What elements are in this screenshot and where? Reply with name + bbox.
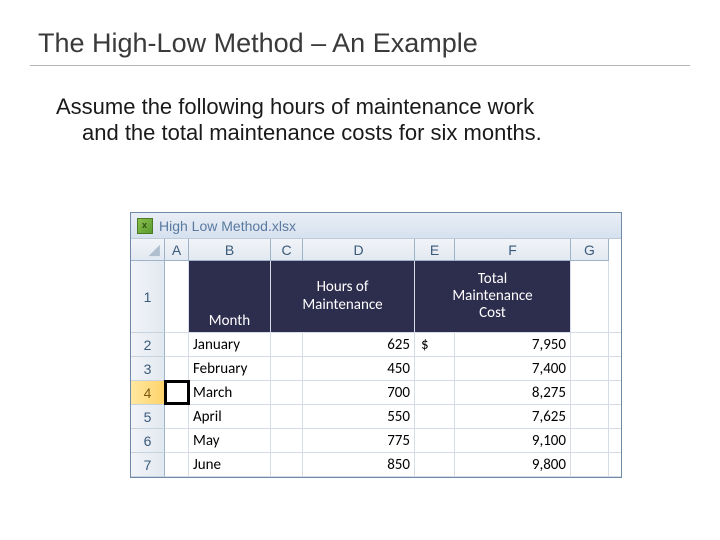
cell-A5[interactable] xyxy=(165,405,189,428)
row-header-7[interactable]: 7 xyxy=(131,453,165,477)
cell-C5[interactable] xyxy=(271,405,303,428)
cell-E7[interactable] xyxy=(415,453,455,476)
cell-hours-2[interactable]: 625 xyxy=(303,333,415,356)
cell-cost-4[interactable]: 8,275 xyxy=(455,381,571,404)
cell-cost-5[interactable]: 7,625 xyxy=(455,405,571,428)
cell-hours-6[interactable]: 775 xyxy=(303,429,415,452)
column-header-G[interactable]: G xyxy=(571,239,609,261)
cell-cost-3[interactable]: 7,400 xyxy=(455,357,571,380)
cell-A2[interactable] xyxy=(165,333,189,356)
table-row: April 550 7,625 xyxy=(165,405,621,429)
column-header-F[interactable]: F xyxy=(455,239,571,261)
cell-grid: MonthHours ofMaintenanceTotalMaintenance… xyxy=(165,261,621,477)
row-header-5[interactable]: 5 xyxy=(131,405,165,429)
column-headers: ABCDEFG xyxy=(165,239,621,261)
cell-C3[interactable] xyxy=(271,357,303,380)
cell-E2[interactable]: $ xyxy=(415,333,455,356)
body-line-2: and the total maintenance costs for six … xyxy=(56,120,670,146)
cell-cost-7[interactable]: 9,800 xyxy=(455,453,571,476)
cell-G7[interactable] xyxy=(571,453,609,476)
header-month[interactable]: Month xyxy=(189,261,271,332)
cell-E5[interactable] xyxy=(415,405,455,428)
cell-G2[interactable] xyxy=(571,333,609,356)
cell-G3[interactable] xyxy=(571,357,609,380)
cell-E4[interactable] xyxy=(415,381,455,404)
slide-body: Assume the following hours of maintenanc… xyxy=(0,66,720,146)
excel-filename: High Low Method.xlsx xyxy=(159,218,296,234)
cell-A3[interactable] xyxy=(165,357,189,380)
excel-window: High Low Method.xlsx ABCDEFG 1234567 Mon… xyxy=(130,212,622,478)
table-row: February 450 7,400 xyxy=(165,357,621,381)
table-row: May 775 9,100 xyxy=(165,429,621,453)
column-header-A[interactable]: A xyxy=(165,239,189,261)
column-header-C[interactable]: C xyxy=(271,239,303,261)
cell-month-5[interactable]: April xyxy=(189,405,271,428)
cell-hours-3[interactable]: 450 xyxy=(303,357,415,380)
row-header-6[interactable]: 6 xyxy=(131,429,165,453)
row-header-2[interactable]: 2 xyxy=(131,333,165,357)
cell-C6[interactable] xyxy=(271,429,303,452)
cell-G1[interactable] xyxy=(571,261,609,332)
column-header-B[interactable]: B xyxy=(189,239,271,261)
cell-C7[interactable] xyxy=(271,453,303,476)
cell-E6[interactable] xyxy=(415,429,455,452)
cell-A1[interactable] xyxy=(165,261,189,332)
table-row: March 700 8,275 xyxy=(165,381,621,405)
cell-month-2[interactable]: January xyxy=(189,333,271,356)
cell-G4[interactable] xyxy=(571,381,609,404)
cell-E3[interactable] xyxy=(415,357,455,380)
slide-footer xyxy=(0,534,720,540)
cell-C2[interactable] xyxy=(271,333,303,356)
table-row: June 850 9,800 xyxy=(165,453,621,477)
cell-C4[interactable] xyxy=(271,381,303,404)
column-header-D[interactable]: D xyxy=(303,239,415,261)
excel-titlebar[interactable]: High Low Method.xlsx xyxy=(131,213,621,239)
cell-month-3[interactable]: February xyxy=(189,357,271,380)
slide-title: The High-Low Method – An Example xyxy=(0,0,720,65)
cell-A4[interactable] xyxy=(165,381,189,404)
row-headers: 1234567 xyxy=(131,261,165,477)
excel-icon xyxy=(137,218,153,234)
cell-hours-5[interactable]: 550 xyxy=(303,405,415,428)
cell-G6[interactable] xyxy=(571,429,609,452)
cell-month-7[interactable]: June xyxy=(189,453,271,476)
cell-hours-7[interactable]: 850 xyxy=(303,453,415,476)
header-cost[interactable]: TotalMaintenanceCost xyxy=(415,261,571,332)
cell-A6[interactable] xyxy=(165,429,189,452)
cell-hours-4[interactable]: 700 xyxy=(303,381,415,404)
cell-A7[interactable] xyxy=(165,453,189,476)
row-header-4[interactable]: 4 xyxy=(131,381,165,405)
cell-month-6[interactable]: May xyxy=(189,429,271,452)
cell-month-4[interactable]: March xyxy=(189,381,271,404)
body-line-1: Assume the following hours of maintenanc… xyxy=(56,94,534,119)
cell-cost-2[interactable]: 7,950 xyxy=(455,333,571,356)
row-header-3[interactable]: 3 xyxy=(131,357,165,381)
row-header-1[interactable]: 1 xyxy=(131,261,165,333)
table-row: January 625$7,950 xyxy=(165,333,621,357)
cell-G5[interactable] xyxy=(571,405,609,428)
header-hours[interactable]: Hours ofMaintenance xyxy=(271,261,415,332)
column-header-E[interactable]: E xyxy=(415,239,455,261)
table-row: MonthHours ofMaintenanceTotalMaintenance… xyxy=(165,261,621,333)
select-all-corner[interactable] xyxy=(131,239,165,261)
cell-cost-6[interactable]: 9,100 xyxy=(455,429,571,452)
